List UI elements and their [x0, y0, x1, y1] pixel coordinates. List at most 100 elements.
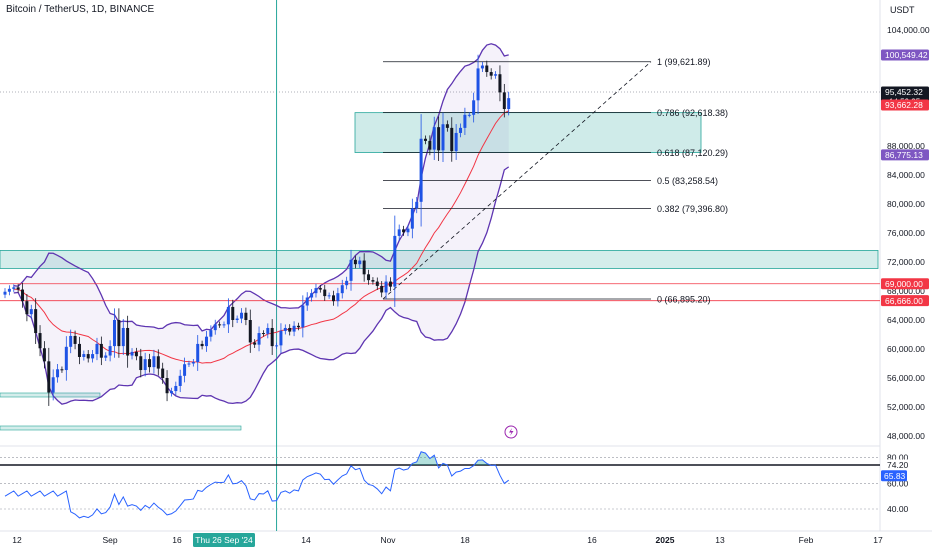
bollinger-upper-band: [13, 43, 509, 332]
candle-body-99: [437, 127, 441, 151]
candle-body-7: [34, 309, 38, 334]
zone-90000: [354, 112, 702, 153]
candle-body-58: [257, 333, 261, 345]
candle-body-37: [165, 378, 169, 394]
candle-body-87: [384, 281, 388, 293]
rsi-panel: [0, 451, 880, 519]
x-tick-label-8: 13: [715, 535, 725, 545]
candle-body-53: [235, 318, 239, 320]
candle-body-19: [86, 354, 90, 359]
candle-body-66: [292, 325, 296, 332]
candle-body-74: [327, 295, 331, 297]
fib-level-label-3: 0.5 (83,258.54): [657, 176, 718, 186]
candle-body-29: [130, 351, 134, 356]
candle-body-18: [82, 354, 86, 357]
candle-body-71: [314, 288, 318, 294]
candle-body-26: [117, 320, 121, 347]
zone-54000: [0, 392, 101, 398]
price-badge-4: 69,000.00: [881, 278, 929, 290]
candle-body-78: [345, 280, 349, 286]
candle-body-75: [332, 295, 335, 302]
candle-body-113: [498, 74, 502, 93]
rsi-tick-label-2: 40.00: [887, 504, 909, 514]
price-badge-label-4: 69,000.00: [885, 279, 923, 289]
fib-level-label-5: 0 (66,895.20): [657, 295, 711, 305]
crosshair-date-label: Thu 26 Sep '24: [195, 535, 253, 545]
candle-body-33: [148, 359, 152, 368]
candle-body-72: [318, 288, 322, 290]
candle-body-63: [279, 330, 283, 346]
time-axis: 12 Sep 16 14 Nov 18 16 2025 13 Feb 17 Thu 26 Sep '2…: [12, 533, 883, 547]
candle-body-79: [349, 259, 353, 281]
fib-level-label-1: 0.786 (92,618.38): [657, 108, 728, 118]
rsi-current-badge-bg: [881, 470, 907, 482]
candle-body-42: [187, 363, 191, 365]
candlestick-series[interactable]: [3, 54, 511, 406]
candle-body-48: [213, 324, 217, 331]
background-layer: [0, 0, 932, 532]
candle-body-89: [393, 235, 397, 287]
candle-body-102: [450, 127, 454, 152]
candle-body-68: [301, 305, 305, 328]
x-tick-label-1: Sep: [102, 535, 117, 545]
candle-body-84: [371, 280, 375, 282]
candle-body-32: [143, 359, 147, 371]
candle-body-20: [91, 354, 95, 359]
price-badge-2: 93,662.28: [881, 99, 929, 111]
candle-body-82: [362, 260, 366, 275]
candle-body-6: [29, 309, 33, 315]
currency-label: USDT: [890, 5, 915, 15]
candle-body-56: [248, 320, 252, 343]
candle-body-22: [99, 343, 103, 358]
y-tick-label-6: 72,000.00: [887, 257, 925, 267]
candle-body-38: [169, 391, 173, 394]
candle-body-86: [380, 285, 384, 293]
candle-body-44: [196, 343, 200, 363]
candle-body-49: [218, 324, 222, 326]
candle-body-90: [397, 229, 401, 236]
candle-body-21: [95, 343, 99, 355]
x-tick-label-6: 16: [587, 535, 597, 545]
x-tick-label-4: Nov: [380, 535, 396, 545]
y-tick-label-7: 76,000.00: [887, 228, 925, 238]
bollinger-lower-band: [13, 166, 510, 405]
candle-body-40: [178, 375, 182, 386]
candle-body-64: [283, 327, 287, 331]
candle-body-69: [305, 297, 309, 306]
x-tick-label-2: 16: [172, 535, 182, 545]
price-badge-label-2: 93,662.28: [885, 100, 923, 110]
candle-body-111: [489, 72, 493, 76]
y-tick-label-11: 104,000.00: [887, 25, 930, 35]
candle-body-88: [388, 281, 392, 287]
fib-level-label-4: 0.382 (79,396.80): [657, 204, 728, 214]
candle-body-95: [419, 138, 423, 202]
y-tick-label-1: 52,000.00: [887, 402, 925, 412]
candle-body-30: [134, 351, 138, 357]
candle-body-107: [472, 100, 476, 115]
candle-body-4: [21, 289, 25, 302]
candle-body-27: [121, 327, 125, 347]
candle-body-55: [244, 312, 248, 320]
rsi-line: [4, 451, 509, 519]
candle-body-61: [270, 327, 274, 347]
candle-body-15: [69, 335, 73, 347]
candle-body-106: [467, 114, 471, 116]
candle-body-23: [104, 355, 108, 358]
price-badge-bg-2: [881, 99, 929, 111]
y-tick-label-3: 60,000.00: [887, 344, 925, 354]
candle-body-83: [367, 274, 371, 281]
candle-body-59: [261, 333, 265, 335]
fibonacci-retracement: 1 (99,621.89) 0.786 (92,618.38) 0.618 (87,…: [382, 57, 728, 305]
crosshair-date-badge-bg: [193, 533, 255, 547]
candle-body-52: [231, 306, 235, 320]
candle-body-24: [108, 346, 112, 356]
x-tick-label-7: 2025: [656, 535, 675, 545]
y-tick-label-5: 68,000.00: [887, 286, 925, 296]
candle-body-92: [406, 228, 410, 233]
candle-body-46: [204, 336, 208, 347]
candle-body-12: [56, 369, 60, 378]
candle-body-57: [253, 342, 257, 345]
candle-body-47: [209, 330, 213, 337]
candle-body-60: [266, 327, 270, 334]
